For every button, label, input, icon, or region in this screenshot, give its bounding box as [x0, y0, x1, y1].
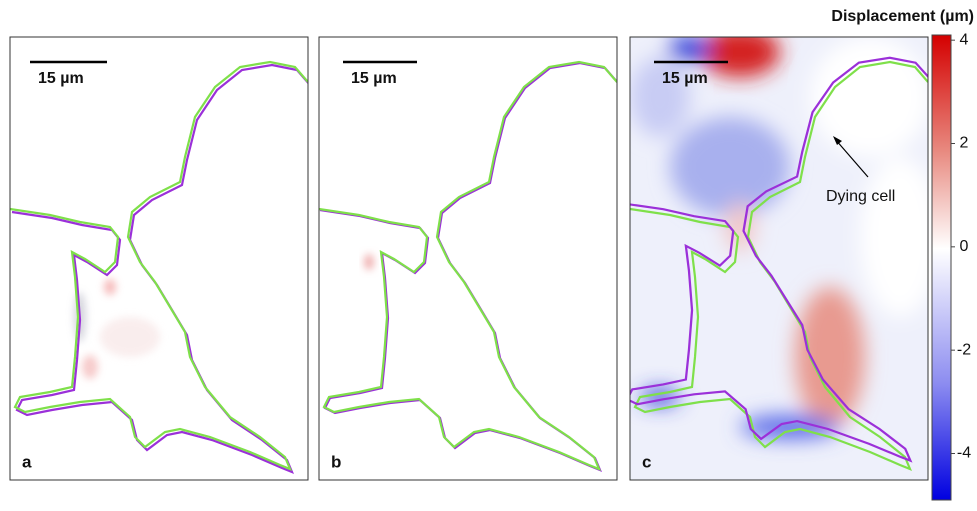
colorbar-ticks: 4 2 0 -2 -4 — [951, 31, 971, 461]
panel-label: a — [22, 452, 32, 471]
panel-label: c — [642, 452, 651, 471]
figure: 15 µm a 15 µm b — [0, 0, 977, 506]
panel-a: 15 µm a — [10, 37, 310, 480]
colorbar — [932, 35, 951, 500]
scale-bar-label: 15 µm — [38, 70, 84, 87]
colorbar-tick-label: -2 — [957, 341, 971, 358]
annotation: Dying cell — [826, 188, 895, 205]
colorbar-tick-label: 0 — [960, 238, 969, 255]
panel-c: 15 µm Dying cell c — [622, 27, 940, 480]
scale-bar-label: 15 µm — [662, 70, 708, 87]
colorbar-tick-label: 2 — [960, 135, 969, 152]
page: {"panels": [ {"label": "a", "scale_bar":… — [0, 0, 977, 506]
colorbar-tick-label: -4 — [957, 445, 971, 462]
panel-label: b — [331, 452, 341, 471]
panel-b: 15 µm b — [319, 37, 618, 480]
colorbar-title: Displacement (µm) — [831, 8, 974, 25]
scale-bar-label: 15 µm — [351, 70, 397, 87]
colorbar-tick-label: 4 — [960, 31, 969, 48]
